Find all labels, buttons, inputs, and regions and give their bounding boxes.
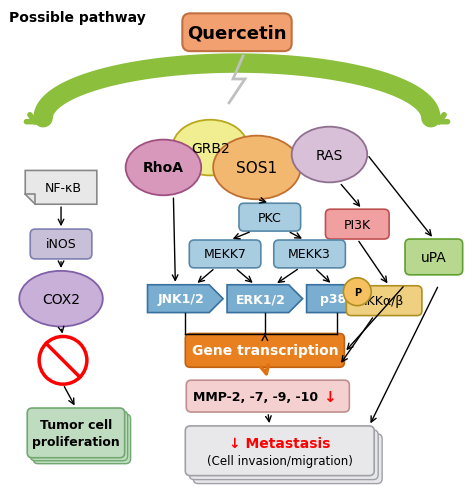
Ellipse shape [173, 121, 248, 176]
Text: P: P [354, 287, 361, 297]
FancyBboxPatch shape [185, 334, 345, 367]
Polygon shape [307, 285, 368, 313]
Text: Gene transcription: Gene transcription [191, 344, 338, 358]
FancyBboxPatch shape [33, 414, 131, 464]
FancyBboxPatch shape [186, 381, 349, 412]
Ellipse shape [343, 278, 371, 306]
Ellipse shape [213, 136, 301, 200]
FancyBboxPatch shape [189, 430, 378, 480]
Text: RhoA: RhoA [143, 161, 184, 175]
FancyBboxPatch shape [30, 411, 128, 461]
Text: MEKK7: MEKK7 [204, 248, 246, 261]
Text: iNOS: iNOS [46, 238, 76, 251]
Text: SOS1: SOS1 [237, 161, 277, 176]
FancyBboxPatch shape [405, 240, 463, 275]
Text: PI3K: PI3K [344, 218, 371, 231]
Text: PKC: PKC [258, 211, 282, 224]
Ellipse shape [19, 271, 103, 327]
Text: IKKα/β: IKKα/β [364, 295, 404, 307]
FancyBboxPatch shape [274, 241, 346, 268]
FancyBboxPatch shape [193, 434, 382, 484]
Text: (Cell invasion/migration): (Cell invasion/migration) [207, 454, 353, 468]
Text: ↓ Metastasis: ↓ Metastasis [229, 436, 330, 450]
Ellipse shape [292, 127, 367, 183]
FancyBboxPatch shape [326, 210, 389, 240]
Text: MEKK3: MEKK3 [288, 248, 331, 261]
Text: RAS: RAS [316, 148, 343, 162]
Text: ↓: ↓ [323, 389, 336, 404]
Text: ERK1/2: ERK1/2 [236, 293, 286, 305]
Polygon shape [227, 285, 302, 313]
Text: Tumor cell
proliferation: Tumor cell proliferation [32, 418, 120, 448]
FancyBboxPatch shape [189, 241, 261, 268]
Text: MMP-2, -7, -9, -10: MMP-2, -7, -9, -10 [193, 390, 319, 403]
Ellipse shape [126, 141, 201, 196]
Text: Possible pathway: Possible pathway [9, 11, 146, 25]
FancyBboxPatch shape [346, 286, 422, 316]
Text: COX2: COX2 [42, 292, 80, 306]
FancyBboxPatch shape [185, 426, 374, 476]
Text: GRB2: GRB2 [191, 142, 229, 155]
FancyBboxPatch shape [182, 14, 292, 52]
FancyBboxPatch shape [239, 204, 301, 232]
FancyBboxPatch shape [30, 230, 92, 260]
Text: NF-κB: NF-κB [45, 182, 82, 194]
Polygon shape [147, 285, 223, 313]
Polygon shape [25, 171, 97, 205]
Text: uPA: uPA [421, 250, 447, 264]
FancyBboxPatch shape [27, 408, 125, 458]
Text: Quercetin: Quercetin [187, 24, 287, 42]
Text: p38: p38 [320, 293, 346, 305]
Text: JNK1/2: JNK1/2 [158, 293, 205, 305]
